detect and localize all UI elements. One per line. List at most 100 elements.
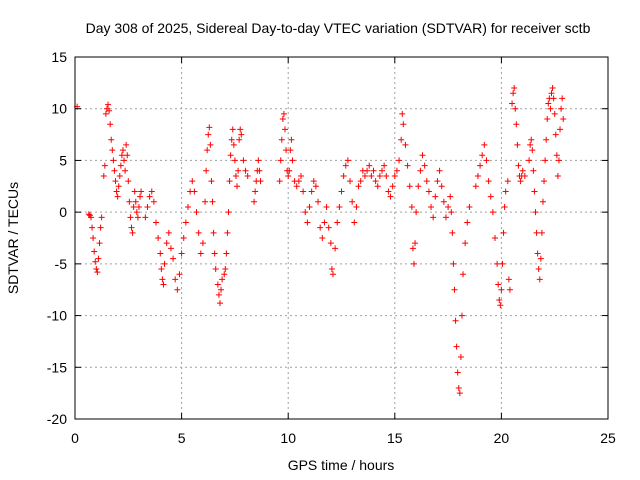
data-point (109, 147, 116, 154)
data-point (498, 286, 505, 293)
data-point (538, 229, 545, 236)
data-point (432, 193, 439, 200)
data-point (238, 131, 245, 138)
data-point (542, 157, 549, 164)
data-point (393, 167, 400, 174)
data-point (226, 178, 233, 185)
data-point (125, 178, 132, 185)
data-point (130, 203, 137, 210)
data-point (438, 183, 445, 190)
data-point (398, 136, 405, 143)
data-point (112, 178, 119, 185)
data-point (325, 224, 332, 231)
data-point (117, 162, 124, 169)
data-point (553, 152, 560, 159)
data-point (199, 240, 206, 247)
plot-frame (74, 56, 609, 420)
data-point (544, 116, 551, 123)
data-point (228, 136, 235, 143)
data-point (163, 240, 170, 247)
axis-ticks: 0 5 10 15 20 25 15 10 5 0 -5 -10 -15 -20 (47, 49, 616, 446)
data-point (387, 193, 394, 200)
data-point (415, 183, 422, 190)
data-point (180, 235, 187, 241)
data-point (499, 260, 506, 267)
data-point (131, 188, 138, 195)
data-point (404, 162, 411, 169)
data-point (505, 276, 512, 283)
data-point (458, 312, 465, 319)
data-point (454, 369, 461, 376)
data-point (310, 178, 317, 185)
x-tick-label: 25 (600, 430, 616, 446)
data-point (501, 203, 508, 210)
data-point (237, 126, 244, 133)
data-point (512, 105, 519, 112)
data-point (483, 157, 490, 164)
data-point (138, 188, 145, 195)
data-point (543, 136, 550, 143)
data-point (351, 219, 358, 226)
data-point (293, 183, 300, 190)
data-point (176, 271, 183, 278)
data-point (178, 250, 185, 257)
data-point (285, 172, 292, 179)
data-point (513, 121, 520, 128)
data-point (436, 167, 443, 174)
data-point (114, 193, 121, 200)
data-point (87, 214, 94, 221)
grid-lines (75, 57, 608, 419)
data-point (487, 193, 494, 200)
data-point (256, 167, 263, 174)
data-point (370, 167, 377, 174)
y-tick-label: -20 (47, 411, 67, 427)
data-point (235, 167, 242, 174)
data-point (366, 162, 373, 169)
data-point (532, 209, 539, 216)
data-point (554, 172, 561, 179)
data-point (224, 229, 231, 236)
data-point (534, 250, 541, 257)
data-point (509, 100, 516, 107)
data-point (111, 167, 118, 174)
data-point (336, 203, 343, 210)
data-point (282, 126, 289, 133)
data-point (376, 172, 383, 179)
data-point (218, 286, 225, 293)
data-point (517, 178, 524, 185)
data-point (381, 162, 388, 169)
data-point (485, 178, 492, 185)
data-point (167, 245, 174, 252)
data-point (116, 172, 123, 179)
data-point (170, 255, 177, 262)
x-tick-label: 20 (494, 430, 510, 446)
data-point (295, 178, 302, 185)
data-point (158, 266, 165, 273)
data-point (406, 183, 413, 190)
data-point (495, 281, 502, 288)
data-point (353, 203, 360, 210)
data-point (357, 178, 364, 185)
y-axis-label: SDTVAR / TECUs (5, 182, 21, 294)
x-tick-label: 0 (71, 430, 79, 446)
data-point (400, 121, 407, 128)
y-tick-label: -5 (55, 256, 68, 272)
data-point (364, 167, 371, 174)
data-point (334, 219, 341, 226)
data-point (191, 188, 198, 195)
data-point (107, 121, 114, 128)
data-point (137, 193, 144, 200)
data-point (511, 85, 518, 92)
data-point (315, 198, 322, 205)
x-tick-label: 5 (178, 430, 186, 446)
data-point (462, 240, 469, 247)
data-point (372, 178, 379, 185)
data-point (165, 229, 172, 236)
data-point (329, 271, 336, 278)
x-tick-label: 15 (387, 430, 403, 446)
data-point (545, 100, 552, 107)
data-point (108, 136, 115, 143)
data-point (519, 167, 526, 174)
data-point (423, 178, 430, 185)
data-point (229, 126, 236, 133)
